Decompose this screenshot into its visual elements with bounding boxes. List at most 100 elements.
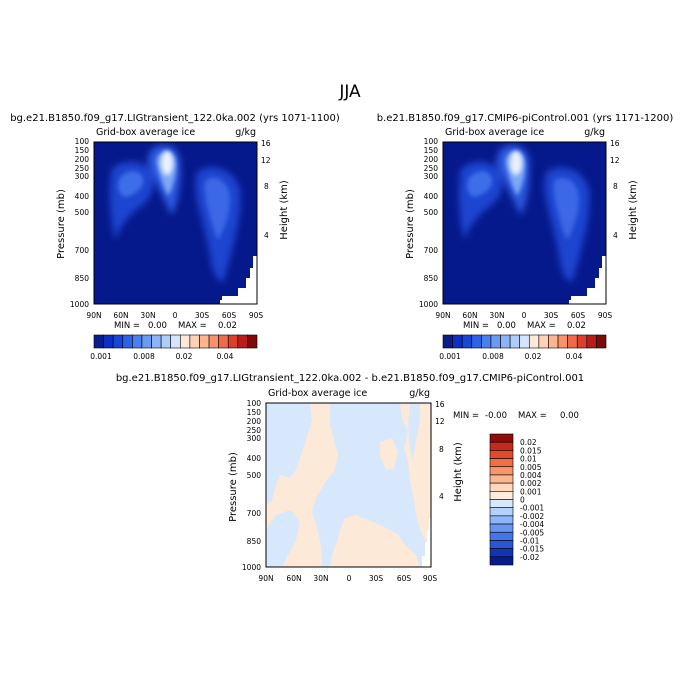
variable-label: Grid-box average ice xyxy=(268,388,367,399)
colorbar-label: 0.004 xyxy=(520,471,542,480)
y-left-axis: 100 150 200 250 300 400 500 700 850 1000… xyxy=(56,137,89,309)
colorbar-label: 0.04 xyxy=(566,352,583,361)
colorbar-swatch xyxy=(471,334,482,349)
colorbar-swatch xyxy=(538,334,549,349)
colorbar-label: -0.004 xyxy=(520,520,544,529)
colorbar-swatch xyxy=(141,334,152,349)
colorbar-swatch xyxy=(489,515,514,525)
colorbar-label: -0.01 xyxy=(520,536,540,545)
colorbar-label: -0.02 xyxy=(520,553,540,562)
colorbar-swatch xyxy=(247,334,258,349)
colorbar-label: -0.002 xyxy=(520,512,544,521)
tick-label: 90N xyxy=(86,311,101,320)
colorbar-labels: 0.020.0150.010.0050.0040.0020.0010-0.001… xyxy=(520,438,544,562)
tick-label: 250 xyxy=(75,164,90,173)
colorbar-label: 0.02 xyxy=(520,438,537,447)
tick-label: 100 xyxy=(75,137,90,146)
colorbar-swatch xyxy=(461,334,473,349)
colorbar-swatch xyxy=(489,474,514,484)
negative-region xyxy=(266,510,300,567)
y-right-axis: 16 12 8 4 Height (km) xyxy=(610,139,639,240)
max-label: MAX = xyxy=(527,321,556,331)
colorbar-swatch xyxy=(528,334,540,349)
colorbar-swatch xyxy=(489,433,514,443)
colorbar-swatch xyxy=(103,334,114,349)
colorbar-label: -0.001 xyxy=(520,504,544,513)
panel-title: bg.e21.B1850.f09_g17.LIGtransient_122.0k… xyxy=(116,373,584,384)
colorbar-swatch xyxy=(489,458,514,468)
colorbar-swatch xyxy=(132,334,143,349)
tick-label: 12 xyxy=(261,156,271,165)
negative-region xyxy=(266,403,312,505)
colorbar-swatch xyxy=(489,466,514,476)
colorbar-swatch xyxy=(452,334,463,349)
x-axis: 90N 60N 30N 0 30S 60S 90S xyxy=(435,311,612,320)
colorbar-swatch xyxy=(500,334,511,349)
colorbar-swatch xyxy=(189,334,200,349)
colorbar-vertical xyxy=(489,433,514,566)
colorbar-label: 0.008 xyxy=(482,352,504,361)
tick-label: 16 xyxy=(610,139,620,148)
min-label: MIN = xyxy=(114,321,140,331)
tick-label: 12 xyxy=(435,417,445,426)
tick-label: 400 xyxy=(424,192,439,201)
colorbar-label: 0 xyxy=(520,496,525,505)
min-label: MIN = xyxy=(453,411,479,421)
colorbar-labels: 0.001 0.008 0.02 0.04 xyxy=(439,352,582,361)
y-right-label: Height (km) xyxy=(279,180,290,240)
tick-label: 30N xyxy=(313,574,328,583)
positive-region xyxy=(345,528,376,562)
tick-label: 200 xyxy=(75,155,90,164)
max-value: 0.02 xyxy=(218,321,237,331)
y-left-axis: 100 150 200 250 300 400 500 700 850 1000… xyxy=(405,137,438,309)
nh-ice-core xyxy=(467,171,493,197)
colorbar-swatch xyxy=(489,556,514,566)
colorbar-swatch xyxy=(489,491,514,500)
tick-label: 1000 xyxy=(242,563,261,572)
colorbar-swatch xyxy=(489,507,514,517)
y-right-label: Height (km) xyxy=(628,180,639,240)
panel-difference: bg.e21.B1850.f09_g17.LIGtransient_122.0k… xyxy=(116,373,584,583)
tick-label: 250 xyxy=(424,164,439,173)
tick-label: 300 xyxy=(247,434,262,443)
units-label: g/kg xyxy=(584,127,605,138)
tick-label: 30S xyxy=(369,574,384,583)
x-axis: 90N 60N 30N 0 30S 60S 90S xyxy=(258,574,437,583)
tick-label: 30S xyxy=(544,311,559,320)
tick-label: 250 xyxy=(247,426,262,435)
tick-label: 700 xyxy=(424,246,439,255)
tick-label: 30S xyxy=(195,311,210,320)
tick-label: 150 xyxy=(75,146,90,155)
tick-label: 0 xyxy=(347,574,352,583)
colorbar-swatch xyxy=(160,334,172,349)
colorbar-label: 0.008 xyxy=(133,352,155,361)
tropical-ice-peak xyxy=(161,151,173,175)
colorbar-swatch xyxy=(489,548,514,558)
tick-label: 200 xyxy=(424,155,439,164)
tick-label: 60N xyxy=(113,311,128,320)
colorbar-swatch xyxy=(151,334,162,349)
tick-label: 16 xyxy=(261,139,271,148)
max-value: 0.00 xyxy=(560,411,579,421)
tick-label: 500 xyxy=(424,208,439,217)
negative-region xyxy=(408,403,420,460)
tick-label: 700 xyxy=(247,509,262,518)
colorbar-swatch xyxy=(237,334,248,349)
min-value: 0.00 xyxy=(148,321,167,331)
colorbar-swatch xyxy=(122,334,133,349)
tick-label: 850 xyxy=(75,274,90,283)
colorbar-swatch xyxy=(93,334,104,349)
tick-label: 100 xyxy=(247,399,262,408)
colorbar-swatch xyxy=(576,334,588,349)
topography-mask xyxy=(422,518,431,567)
tick-label: 0 xyxy=(173,311,178,320)
variable-label: Grid-box average ice xyxy=(96,127,195,138)
tick-label: 0 xyxy=(522,311,527,320)
min-label: MIN = xyxy=(463,321,489,331)
colorbar-label: 0.02 xyxy=(525,352,542,361)
tick-label: 850 xyxy=(424,274,439,283)
y-left-label: Pressure (mb) xyxy=(56,189,67,259)
colorbar xyxy=(93,334,258,349)
stats-line: MIN = 0.00 MAX = 0.02 xyxy=(114,321,237,331)
units-label: g/kg xyxy=(235,127,256,138)
